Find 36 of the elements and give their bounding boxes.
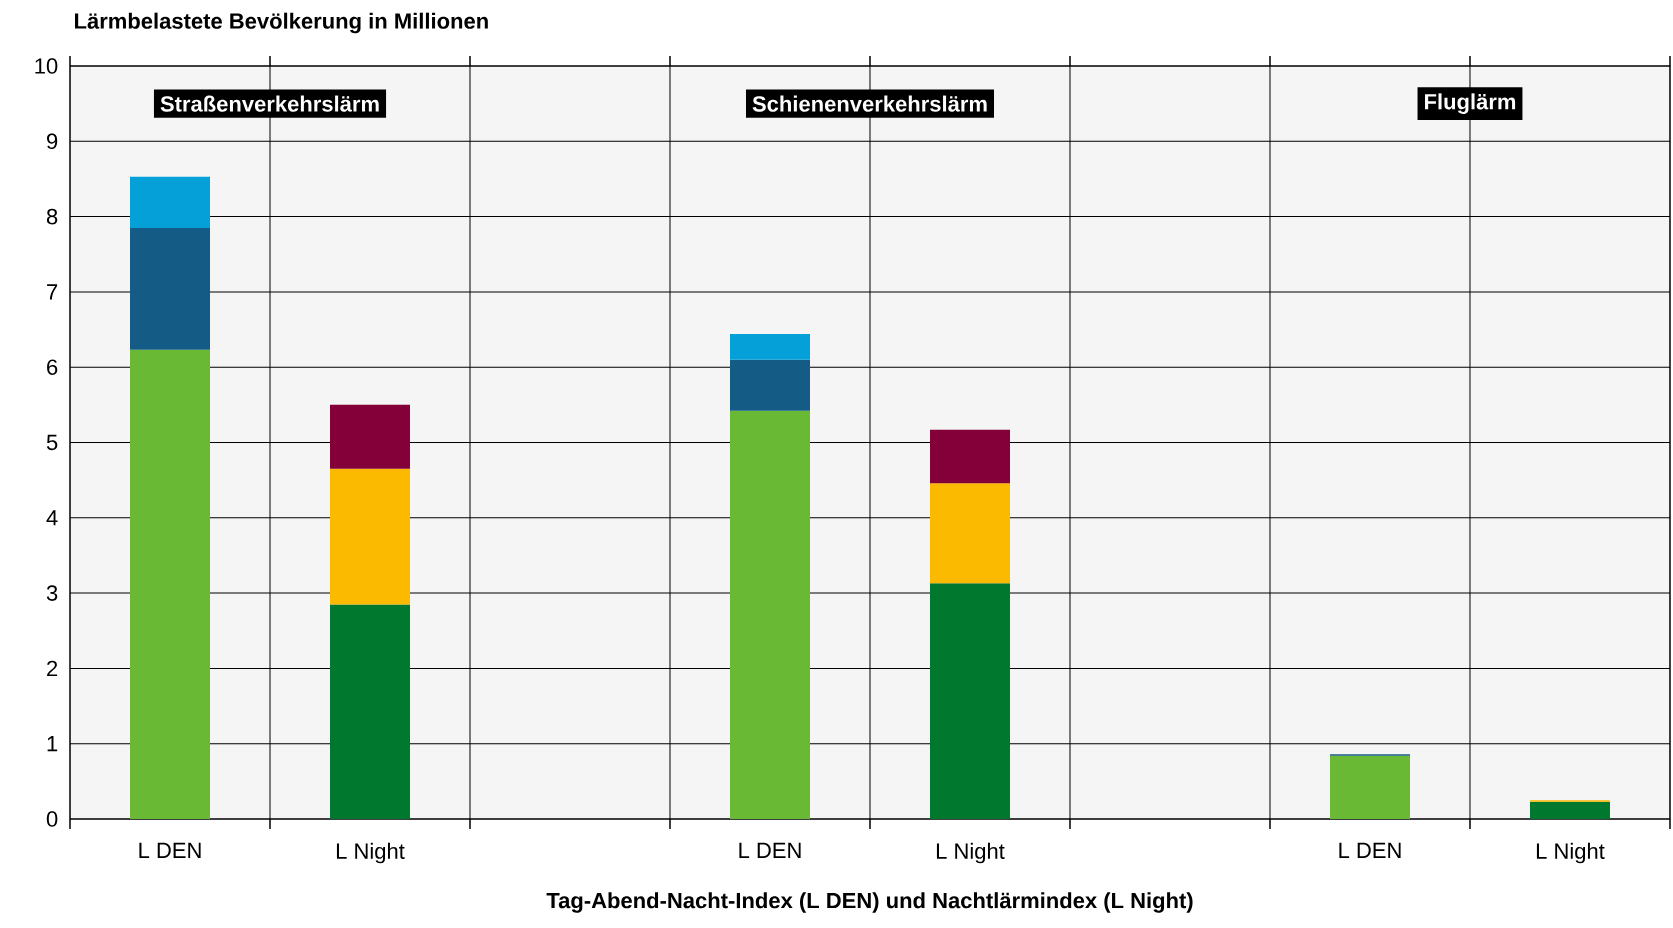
bar (730, 410, 810, 819)
y-tick-label: 2 (47, 660, 58, 677)
x-tick-label: L Night (936, 842, 1005, 864)
bar (330, 404, 411, 469)
x-axis-title: Tag-Abend-Nacht-Index (L DEN) und Nachtlärmindex (L Night) (546, 892, 1193, 913)
bar (930, 583, 1010, 819)
bar (330, 604, 411, 819)
bar (1529, 801, 1610, 819)
y-tick-label: 0 (46, 811, 58, 827)
y-tick-label: 4 (46, 510, 58, 526)
annotation: Straßenverkehrslärm (160, 95, 379, 112)
y-tick-label: 6 (47, 359, 58, 375)
annotation: Schienenverkehrslärm (752, 95, 987, 112)
x-tick-label: L DEN (739, 842, 801, 858)
y-tick-label: 7 (47, 284, 58, 300)
bar (930, 483, 1010, 584)
x-tick-label: L DEN (139, 842, 201, 858)
x-tick-label: L Night (1536, 842, 1605, 864)
y-tick-label: 3 (46, 585, 58, 601)
bar (730, 359, 810, 411)
y-tick-label: 1 (47, 736, 58, 752)
bar (730, 334, 810, 360)
bar (330, 468, 411, 605)
x-tick-label: L Night (336, 842, 405, 864)
bar (130, 349, 211, 819)
annotation: Fluglärm (1425, 93, 1516, 114)
y-tick-label: 9 (47, 133, 58, 150)
y-tick-label: 10 (35, 58, 58, 74)
x-tick-label: L DEN (1339, 842, 1401, 858)
bar (930, 429, 1010, 484)
y-tick-label: 8 (46, 208, 58, 225)
bar (130, 176, 211, 228)
bar (1329, 755, 1410, 819)
y-tick-label: 5 (46, 434, 58, 451)
y-axis-title: Lärmbelastete Bevölkerung in Millionen (75, 12, 488, 34)
bar (130, 227, 211, 350)
